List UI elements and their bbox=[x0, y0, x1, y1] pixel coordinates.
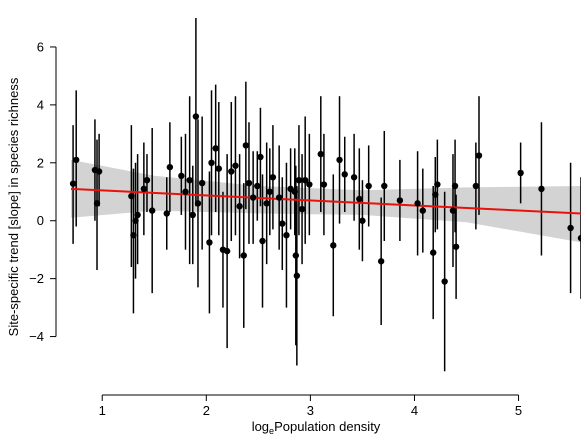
data-point-32 bbox=[245, 179, 253, 187]
data-point-3 bbox=[93, 200, 101, 207]
data-point-29 bbox=[236, 203, 243, 210]
data-point-31 bbox=[242, 142, 250, 149]
data-point-5 bbox=[128, 192, 135, 200]
x-axis-title-subscript: e bbox=[269, 426, 274, 436]
data-point-53 bbox=[330, 242, 337, 249]
data-point-35 bbox=[257, 153, 264, 161]
data-point-52 bbox=[320, 181, 328, 188]
data-point-17 bbox=[189, 211, 196, 219]
data-point-11 bbox=[148, 207, 156, 214]
data-point-4 bbox=[95, 168, 103, 175]
y-tick-label-2: 0 bbox=[37, 213, 44, 228]
data-point-45 bbox=[292, 252, 300, 259]
data-point-72 bbox=[472, 182, 480, 190]
data-point-1 bbox=[73, 156, 80, 164]
data-point-47 bbox=[295, 176, 303, 184]
data-point-41 bbox=[279, 220, 286, 227]
data-point-76 bbox=[567, 224, 574, 232]
trend-line bbox=[70, 187, 581, 215]
data-point-67 bbox=[434, 181, 441, 188]
data-point-48 bbox=[298, 205, 306, 213]
data-point-27 bbox=[228, 168, 235, 175]
x-tick-label-1: 2 bbox=[203, 403, 210, 418]
data-point-12 bbox=[163, 210, 170, 217]
data-point-38 bbox=[266, 188, 273, 195]
x-tick-label-3: 4 bbox=[411, 403, 418, 418]
data-point-77 bbox=[577, 234, 581, 242]
x-tick-label-4: 5 bbox=[515, 403, 522, 418]
x-tick-label-0: 1 bbox=[99, 403, 106, 418]
data-point-74 bbox=[517, 169, 524, 177]
data-point-46 bbox=[293, 272, 301, 279]
y-axis-title: Site-specific trend [slope] in species r… bbox=[6, 77, 21, 336]
trend-line-layer bbox=[70, 187, 581, 215]
data-point-26 bbox=[223, 247, 231, 255]
data-point-22 bbox=[208, 159, 215, 166]
data-point-34 bbox=[254, 182, 261, 190]
x-axis-title-suffix: Population density bbox=[274, 419, 381, 434]
data-point-30 bbox=[240, 252, 247, 259]
y-tick-label-3: 2 bbox=[37, 155, 44, 170]
data-point-33 bbox=[249, 194, 257, 201]
y-axis: −4 −2 0 2 4 6 bbox=[29, 39, 57, 344]
data-point-59 bbox=[365, 182, 372, 190]
data-point-28 bbox=[232, 162, 239, 169]
data-point-63 bbox=[414, 200, 421, 207]
data-point-37 bbox=[263, 200, 270, 207]
data-point-69 bbox=[449, 207, 457, 214]
data-point-50 bbox=[306, 181, 313, 188]
data-point-49 bbox=[301, 176, 309, 184]
data-point-66 bbox=[432, 191, 439, 198]
x-axis-title-prefix: log bbox=[252, 419, 269, 434]
x-axis: 1 2 3 4 5 bbox=[99, 394, 522, 418]
data-point-20 bbox=[198, 179, 206, 187]
y-tick-label-1: −2 bbox=[29, 271, 44, 286]
data-point-15 bbox=[182, 188, 189, 195]
data-point-18 bbox=[192, 113, 200, 120]
y-tick-label-0: −4 bbox=[29, 329, 44, 344]
data-point-68 bbox=[441, 278, 448, 285]
data-point-36 bbox=[259, 237, 266, 245]
data-point-65 bbox=[430, 249, 437, 256]
data-point-9 bbox=[140, 185, 148, 193]
data-point-71 bbox=[452, 243, 460, 250]
data-point-62 bbox=[396, 197, 404, 204]
data-point-70 bbox=[451, 182, 459, 190]
data-point-42 bbox=[283, 232, 290, 239]
data-point-8 bbox=[134, 211, 141, 219]
x-axis-title: logePopulation density bbox=[252, 419, 381, 436]
data-point-24 bbox=[215, 165, 222, 172]
data-point-23 bbox=[212, 145, 219, 152]
y-tick-label-4: 4 bbox=[37, 97, 44, 112]
data-point-6 bbox=[130, 232, 137, 239]
point-layer bbox=[69, 113, 581, 285]
data-point-75 bbox=[538, 185, 545, 193]
data-point-60 bbox=[377, 258, 385, 265]
data-point-13 bbox=[166, 163, 174, 171]
data-point-57 bbox=[356, 195, 363, 203]
y-tick-label-5: 6 bbox=[37, 39, 44, 54]
data-point-39 bbox=[269, 174, 277, 181]
data-point-55 bbox=[341, 171, 348, 178]
data-point-58 bbox=[359, 217, 366, 224]
data-point-51 bbox=[317, 150, 324, 158]
data-point-7 bbox=[132, 217, 139, 224]
data-point-16 bbox=[186, 176, 193, 184]
data-point-44 bbox=[291, 188, 298, 195]
data-point-40 bbox=[275, 194, 283, 201]
data-point-61 bbox=[381, 182, 388, 190]
data-point-19 bbox=[194, 200, 202, 207]
data-point-73 bbox=[475, 152, 483, 159]
data-point-54 bbox=[336, 156, 343, 164]
data-point-14 bbox=[178, 172, 185, 180]
data-point-10 bbox=[143, 176, 151, 184]
data-point-21 bbox=[206, 239, 213, 246]
data-point-64 bbox=[419, 207, 426, 214]
data-point-56 bbox=[350, 174, 358, 181]
x-tick-label-2: 3 bbox=[307, 403, 314, 418]
data-point-0 bbox=[69, 180, 77, 187]
